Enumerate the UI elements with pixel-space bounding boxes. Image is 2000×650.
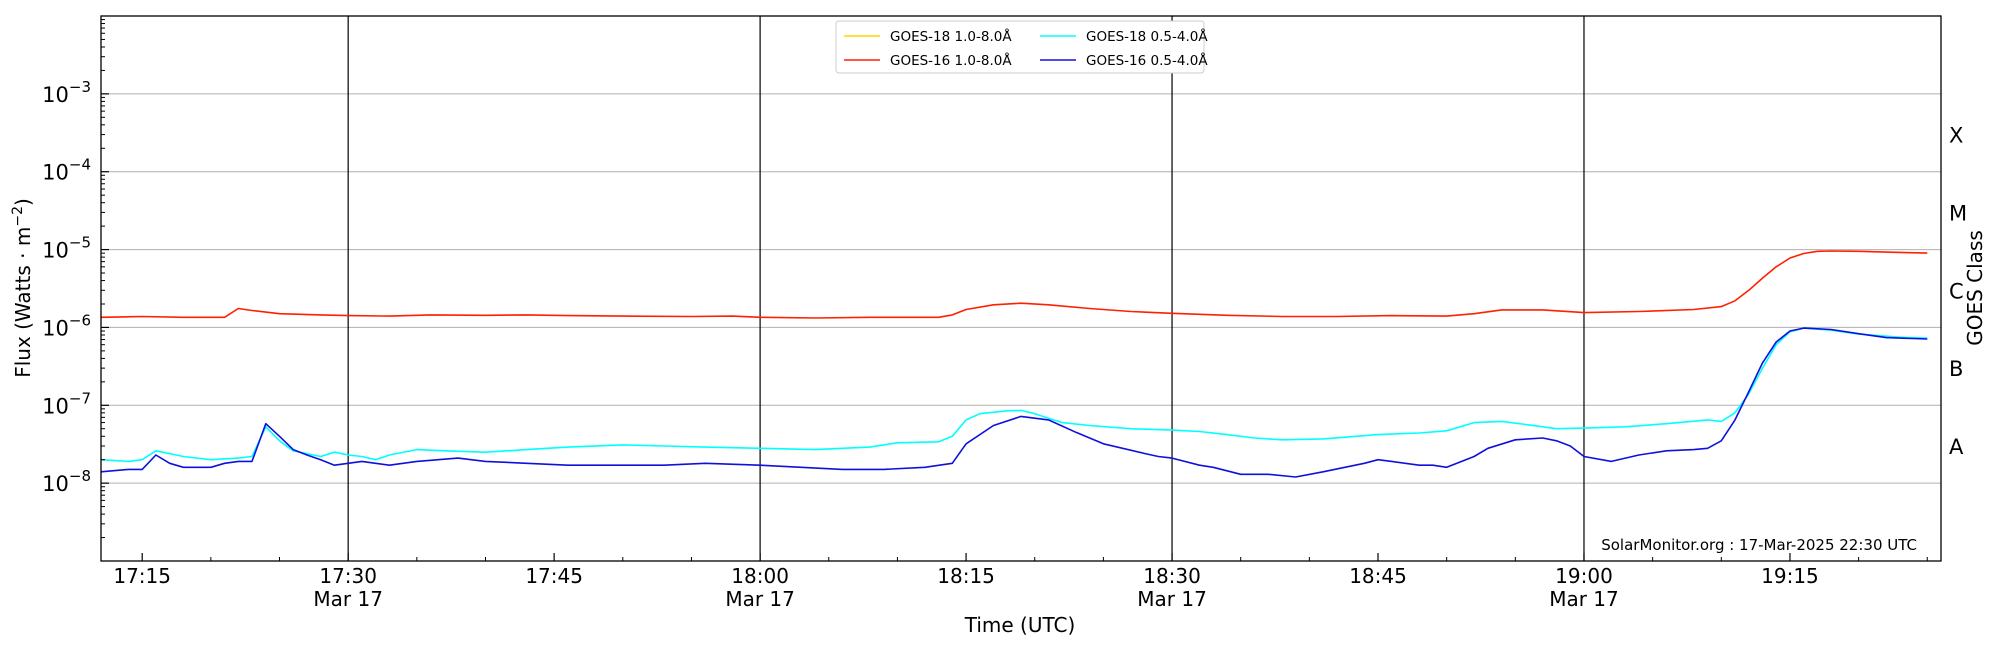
x-tick-label-7: 19:00	[1555, 564, 1613, 588]
y-axis-label: Flux (Watts · m−2)	[10, 198, 35, 378]
x-tick-date-1: Mar 17	[313, 587, 383, 611]
x-tick-date-3: Mar 17	[725, 587, 795, 611]
series-line-1	[100, 250, 1928, 319]
watermark: SolarMonitor.org : 17-Mar-2025 22:30 UTC	[1601, 536, 1917, 554]
day-hour-vertical-lines	[347, 16, 1585, 561]
legend-box	[835, 20, 1205, 74]
series-layer	[100, 250, 1928, 478]
y-tick-label-2: 10−6	[42, 311, 91, 340]
x-tick-label-0: 17:15	[113, 564, 171, 588]
x-tick-label-4: 18:15	[937, 564, 995, 588]
goes-class-A: A	[1949, 435, 1964, 459]
y-tick-label-4: 10−4	[42, 156, 91, 185]
x-tick-label-8: 19:15	[1761, 564, 1819, 588]
x-tick-label-3: 18:00	[731, 564, 789, 588]
x-tick-label-5: 18:30	[1143, 564, 1201, 588]
goes-class-B: B	[1949, 357, 1963, 381]
y-tick-label-3: 10−5	[42, 234, 91, 263]
goes-class-C: C	[1949, 279, 1964, 303]
x-tick-date-5: Mar 17	[1137, 587, 1207, 611]
plot-background	[101, 16, 1941, 561]
legend-label-0: GOES-18 1.0-8.0Å	[890, 28, 1012, 45]
x-axis-label: Time (UTC)	[964, 613, 1076, 637]
y-tick-label-5: 10−3	[42, 78, 91, 107]
plot-frame	[100, 15, 1942, 562]
goes-class-labels: A B C M X	[1949, 124, 1967, 459]
goes-class-X: X	[1949, 124, 1963, 148]
y-tick-label-1: 10−7	[42, 389, 91, 418]
legend: GOES-18 1.0-8.0Å GOES-16 1.0-8.0Å GOES-18 …	[835, 20, 1208, 74]
legend-label-3: GOES-16 0.5-4.0Å	[1086, 52, 1208, 69]
legend-label-2: GOES-18 0.5-4.0Å	[1086, 28, 1208, 45]
goes-class-axis-label: GOES Class	[1963, 230, 1987, 346]
x-tick-label-1: 17:30	[319, 564, 377, 588]
y-gridlines	[101, 93, 1941, 484]
series-line-2	[100, 327, 1928, 463]
x-tick-date-7: Mar 17	[1549, 587, 1619, 611]
legend-label-1: GOES-16 1.0-8.0Å	[890, 52, 1012, 69]
y-tick-label-0: 10−8	[42, 467, 91, 496]
series-line-3	[100, 327, 1928, 478]
y-axis-ticks: 10−8 10−7 10−6 10−5 10−4 10−3	[42, 19, 109, 539]
x-tick-label-6: 18:45	[1349, 564, 1407, 588]
goes-class-M: M	[1949, 201, 1967, 225]
x-tick-label-2: 17:45	[525, 564, 583, 588]
